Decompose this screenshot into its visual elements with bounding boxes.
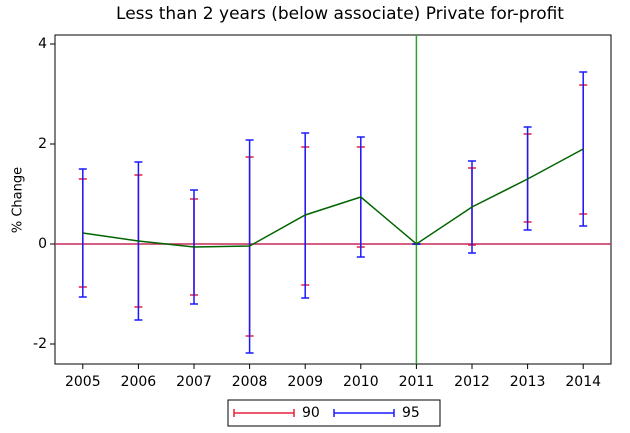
y-tick-label: 0	[38, 236, 47, 252]
x-tick-label: 2009	[287, 374, 323, 390]
y-tick-label: 4	[38, 36, 47, 52]
x-tick-label: 2008	[232, 374, 268, 390]
x-tick-label: 2011	[399, 374, 435, 390]
x-tick-label: 2013	[510, 374, 546, 390]
plot-area	[54, 34, 612, 365]
x-tick-label: 2006	[121, 374, 157, 390]
x-tick-label: 2010	[343, 374, 379, 390]
chart-title: Less than 2 years (below associate) Priv…	[116, 4, 564, 24]
y-axis-label: % Change	[11, 167, 26, 233]
y-tick-label: -2	[33, 336, 47, 352]
x-tick-label: 2005	[65, 374, 101, 390]
y-tick-label: 2	[38, 136, 47, 152]
x-tick-label: 2012	[454, 374, 490, 390]
x-tick-label: 2014	[565, 374, 601, 390]
legend-label: 90	[302, 405, 320, 421]
x-tick-label: 2007	[176, 374, 212, 390]
legend-label: 95	[402, 405, 420, 421]
estimate-line	[82, 148, 584, 248]
